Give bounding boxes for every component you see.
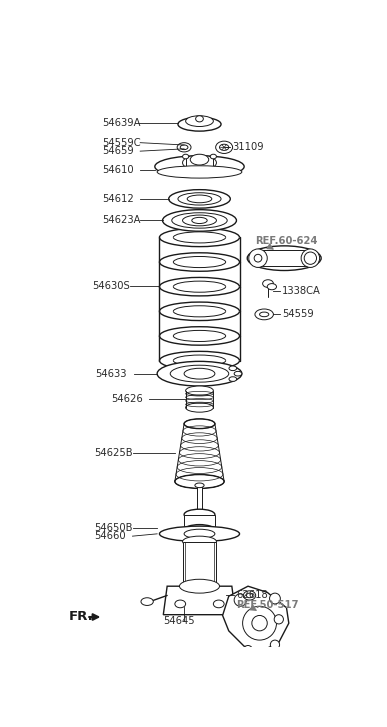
Ellipse shape xyxy=(184,509,215,520)
Text: 54645: 54645 xyxy=(163,616,195,626)
Ellipse shape xyxy=(141,598,153,606)
Ellipse shape xyxy=(274,615,283,624)
Ellipse shape xyxy=(183,215,216,226)
Ellipse shape xyxy=(301,249,320,268)
Ellipse shape xyxy=(184,419,215,429)
Ellipse shape xyxy=(247,593,253,598)
Ellipse shape xyxy=(184,369,215,379)
Ellipse shape xyxy=(195,483,204,488)
Ellipse shape xyxy=(271,640,279,649)
Ellipse shape xyxy=(247,246,321,270)
Ellipse shape xyxy=(249,249,267,268)
Text: 54559C: 54559C xyxy=(102,137,140,148)
Ellipse shape xyxy=(163,209,236,231)
Ellipse shape xyxy=(210,154,216,159)
Text: 1338CA: 1338CA xyxy=(282,286,321,297)
Ellipse shape xyxy=(216,141,233,153)
Ellipse shape xyxy=(190,154,209,165)
Ellipse shape xyxy=(187,195,212,203)
Ellipse shape xyxy=(229,366,237,371)
Polygon shape xyxy=(163,586,236,615)
Ellipse shape xyxy=(159,526,240,542)
Ellipse shape xyxy=(175,475,224,489)
Bar xyxy=(184,515,215,530)
Ellipse shape xyxy=(260,312,269,317)
Ellipse shape xyxy=(157,361,242,386)
Ellipse shape xyxy=(184,529,215,539)
Text: REF.60-624: REF.60-624 xyxy=(255,236,317,246)
Text: 54610: 54610 xyxy=(102,166,134,175)
Ellipse shape xyxy=(184,525,215,535)
Text: 54659: 54659 xyxy=(102,146,134,156)
Ellipse shape xyxy=(186,403,213,412)
Bar xyxy=(197,486,202,515)
Ellipse shape xyxy=(229,377,237,382)
Text: 31109: 31109 xyxy=(233,142,264,152)
Ellipse shape xyxy=(234,371,242,376)
Text: 62618: 62618 xyxy=(236,590,268,601)
Ellipse shape xyxy=(196,116,203,122)
Ellipse shape xyxy=(183,536,216,547)
Ellipse shape xyxy=(183,581,216,592)
Text: FR.: FR. xyxy=(68,611,93,624)
Ellipse shape xyxy=(183,154,189,159)
Ellipse shape xyxy=(192,217,207,223)
Text: 54639A: 54639A xyxy=(102,119,140,129)
Text: 54623A: 54623A xyxy=(102,214,140,225)
Ellipse shape xyxy=(172,213,227,228)
Ellipse shape xyxy=(170,365,229,382)
Text: REF.50-517: REF.50-517 xyxy=(236,600,299,610)
Ellipse shape xyxy=(186,116,213,126)
Ellipse shape xyxy=(169,190,230,208)
Ellipse shape xyxy=(267,284,276,290)
Ellipse shape xyxy=(178,117,221,131)
Ellipse shape xyxy=(175,600,186,608)
Ellipse shape xyxy=(255,309,273,320)
Ellipse shape xyxy=(183,155,216,170)
Ellipse shape xyxy=(304,252,317,265)
Text: 54633: 54633 xyxy=(96,369,127,379)
Text: 54559: 54559 xyxy=(282,310,313,319)
Text: 54660: 54660 xyxy=(94,531,126,541)
Ellipse shape xyxy=(234,594,247,606)
Ellipse shape xyxy=(157,166,242,178)
Ellipse shape xyxy=(219,144,229,150)
Polygon shape xyxy=(223,586,289,650)
Ellipse shape xyxy=(186,386,213,395)
Ellipse shape xyxy=(180,579,219,593)
Ellipse shape xyxy=(307,254,314,262)
Ellipse shape xyxy=(243,606,276,640)
Ellipse shape xyxy=(213,600,224,608)
Ellipse shape xyxy=(254,254,262,262)
Text: 54650B: 54650B xyxy=(94,523,132,533)
Ellipse shape xyxy=(177,142,191,152)
Text: 54630S: 54630S xyxy=(92,281,129,291)
Ellipse shape xyxy=(263,280,273,287)
Ellipse shape xyxy=(270,593,280,604)
Ellipse shape xyxy=(155,156,244,177)
Text: 54612: 54612 xyxy=(102,194,134,204)
Ellipse shape xyxy=(243,591,256,600)
Ellipse shape xyxy=(178,193,221,205)
Ellipse shape xyxy=(180,145,188,150)
Bar xyxy=(183,542,216,586)
Text: 54626: 54626 xyxy=(111,394,143,404)
Ellipse shape xyxy=(243,646,253,655)
Ellipse shape xyxy=(252,616,267,631)
Text: 54625B: 54625B xyxy=(94,448,133,458)
